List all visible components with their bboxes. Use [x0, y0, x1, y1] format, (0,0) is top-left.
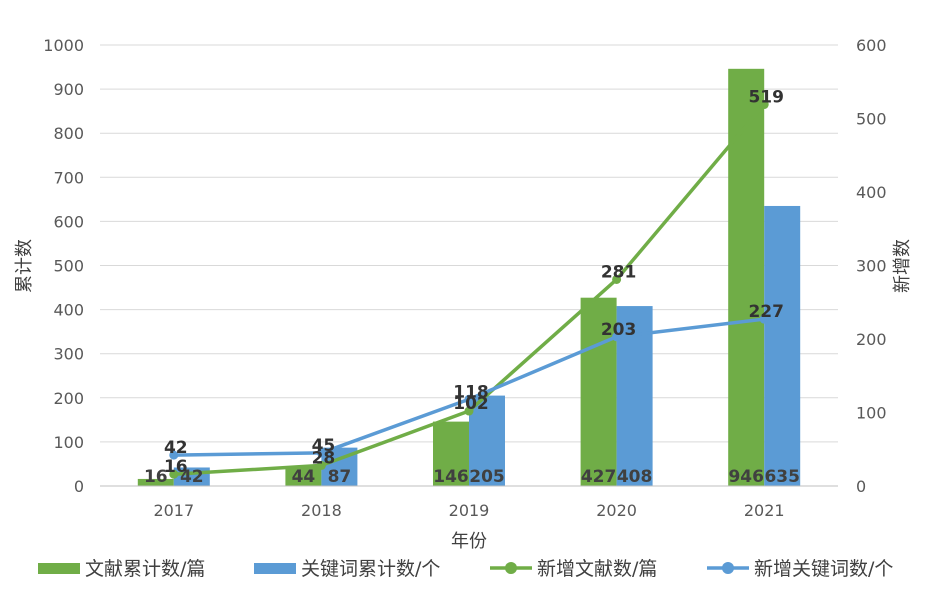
- bar-data-label: 87: [328, 467, 352, 487]
- y-left-tick-label: 500: [53, 257, 84, 276]
- legend-marker: [722, 562, 734, 574]
- bar-literature-cumulative: [728, 68, 765, 487]
- x-tick-label: 2017: [153, 501, 194, 520]
- bar-keyword-cumulative: [764, 205, 801, 486]
- gridlines: [100, 44, 838, 443]
- axes: 0 100 200 300 400 500 600 700 800 900 1000 0 100 200 3…: [43, 36, 886, 520]
- line-point: [316, 448, 326, 458]
- line-data-label: 42: [164, 438, 188, 458]
- line-point: [759, 314, 769, 324]
- y-right-tick-label: 400: [856, 183, 887, 202]
- bar-literature-cumulative: [433, 421, 469, 486]
- x-tick-label: 2020: [596, 501, 637, 520]
- x-tick-label: 2019: [449, 501, 490, 520]
- x-tick-label: 2018: [301, 501, 342, 520]
- line-data-label: 28: [312, 448, 336, 468]
- line-point: [612, 274, 622, 284]
- line-data-label: 102: [453, 394, 489, 414]
- legend-swatch: [254, 563, 296, 574]
- y-axis-left-title: 累计数: [14, 239, 35, 293]
- line-point: [169, 450, 179, 460]
- legend-label: 新增文献数/篇: [537, 558, 657, 580]
- y-left-tick-label: 700: [53, 168, 84, 187]
- y-left-tick-label: 100: [53, 433, 84, 452]
- bar-data-label: 427: [581, 467, 617, 487]
- line-point: [612, 332, 622, 342]
- legend-label: 关键词累计数/个: [301, 558, 440, 580]
- bar-data-label: 408: [617, 467, 653, 487]
- y-right-tick-label: 0: [856, 477, 866, 496]
- data-labels: 16 44 146 427 946 42 87 205 408 635 16 28 102 281 519 4…: [144, 88, 800, 487]
- bar-literature-cumulative: [137, 478, 174, 486]
- y-right-tick-label: 600: [856, 36, 887, 55]
- line-data-label: 118: [453, 382, 489, 402]
- bars: [137, 68, 801, 487]
- y-left-tick-label: 800: [53, 124, 84, 143]
- bar-data-label: 946: [728, 467, 764, 487]
- bar-literature-cumulative: [580, 297, 617, 486]
- y-left-tick-label: 1000: [43, 36, 84, 55]
- legend-marker: [505, 562, 517, 574]
- line-point: [316, 460, 326, 470]
- bar-literature-cumulative: [285, 466, 322, 486]
- lines: [169, 100, 769, 479]
- bar-data-label: 146: [433, 467, 469, 487]
- line-data-label: 45: [312, 436, 336, 456]
- legend-swatch: [38, 563, 80, 574]
- y-right-tick-label: 200: [856, 330, 887, 349]
- line-data-label: 16: [164, 457, 188, 477]
- y-left-tick-label: 300: [53, 345, 84, 364]
- y-left-tick-label: 0: [74, 477, 84, 496]
- line-data-label: 281: [601, 262, 637, 282]
- line-point: [169, 469, 179, 479]
- y-right-tick-label: 100: [856, 404, 887, 423]
- y-right-tick-label: 500: [856, 110, 887, 129]
- bar-data-label: 42: [180, 467, 204, 487]
- legend-label: 新增关键词数/个: [754, 558, 893, 580]
- line-point: [464, 394, 474, 404]
- bar-data-label: 44: [292, 467, 316, 487]
- line-data-label: 203: [601, 320, 637, 340]
- line-point: [759, 100, 769, 110]
- y-left-tick-label: 600: [53, 212, 84, 231]
- line-point: [464, 406, 474, 416]
- y-left-tick-label: 400: [53, 301, 84, 320]
- bar-data-label: 16: [144, 467, 168, 487]
- x-tick-label: 2021: [744, 501, 785, 520]
- y-left-tick-label: 200: [53, 389, 84, 408]
- y-right-tick-label: 300: [856, 257, 887, 276]
- legend: 文献累计数/篇 关键词累计数/个 新增文献数/篇 新增关键词数/个: [38, 558, 893, 580]
- bar-data-label: 205: [469, 467, 505, 487]
- y-left-tick-label: 900: [53, 80, 84, 99]
- line-data-label: 227: [748, 302, 784, 322]
- y-axis-right-title: 新增数: [892, 239, 913, 293]
- x-axis-title: 年份: [451, 531, 487, 552]
- legend-label: 文献累计数/篇: [85, 558, 205, 580]
- line-data-label: 519: [748, 88, 784, 108]
- bar-data-label: 635: [764, 467, 800, 487]
- bar-keyword-cumulative: [469, 395, 505, 486]
